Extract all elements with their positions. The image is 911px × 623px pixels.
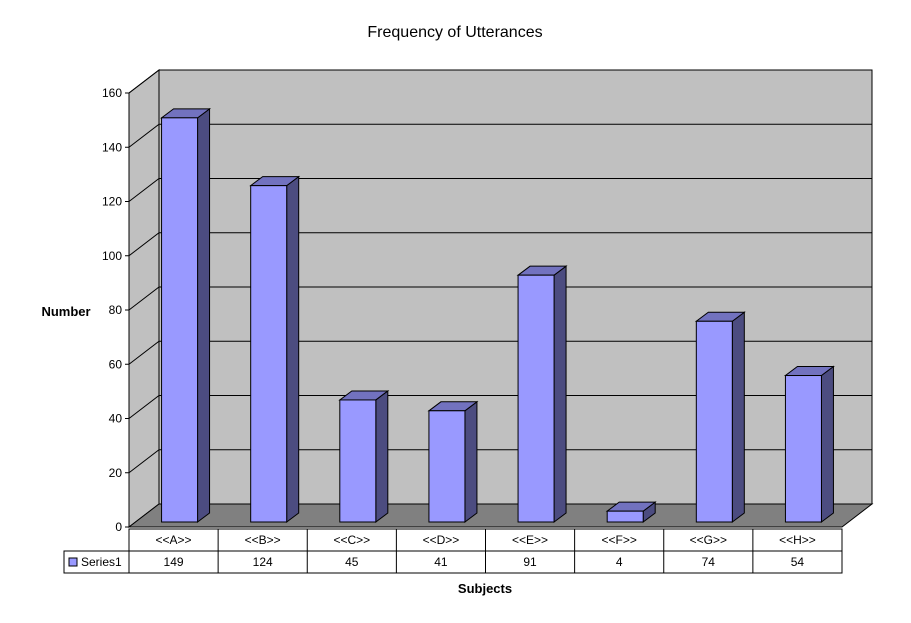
table-value: 4	[616, 555, 623, 569]
gridline	[128, 178, 872, 202]
bar-front	[517, 274, 555, 523]
y-tick-label: 40	[109, 412, 123, 426]
gridline	[128, 232, 872, 257]
y-tick-label: 120	[102, 195, 122, 209]
y-axis-label: Number	[41, 304, 90, 319]
bar-front	[784, 375, 822, 523]
gridline	[128, 449, 872, 474]
floor	[127, 503, 874, 528]
bar-front	[606, 510, 644, 523]
gridline	[128, 69, 872, 94]
y-tick-label: 0	[115, 520, 122, 534]
bar	[516, 265, 568, 523]
y-tick-label: 60	[109, 357, 123, 371]
bar	[249, 175, 301, 523]
table-category-label: <<F>>	[602, 533, 637, 547]
y-axis: 0 20 40 60 80 100 120 140 160	[102, 86, 130, 534]
table-value: 149	[164, 555, 184, 569]
table-category-label: <<G>>	[690, 533, 727, 547]
bar-front	[695, 320, 733, 523]
table-value: 54	[791, 555, 805, 569]
bar-side	[197, 107, 211, 523]
bar-side	[286, 175, 300, 523]
bar	[338, 389, 390, 523]
bar-side	[464, 400, 478, 523]
bar-front	[339, 399, 377, 523]
bar-front	[250, 185, 288, 523]
table-category-label: <<H>>	[779, 533, 816, 547]
plot-walls	[127, 68, 874, 529]
bar-side	[375, 389, 389, 523]
y-tick-label: 20	[109, 466, 123, 480]
table-category-label: <<E>>	[512, 533, 548, 547]
gridlines	[128, 69, 872, 474]
data-table: <<A>> 149 <<B>> 124 <<C>> 45 <<D>> 41 <<E>> 91 <<F…	[63, 528, 843, 574]
y-tick-label: 160	[102, 86, 122, 100]
table-value: 41	[434, 555, 448, 569]
legend-key	[68, 557, 78, 567]
bar	[160, 107, 212, 523]
bar	[605, 501, 657, 523]
gridline	[128, 340, 872, 365]
y-tick-label: 100	[102, 249, 122, 263]
chart-title: Frequency of Utterances	[367, 24, 542, 41]
table-value: 45	[345, 555, 359, 569]
table-category-label: <<A>>	[156, 533, 192, 547]
gridline	[128, 286, 872, 311]
table-value-row	[63, 550, 843, 574]
bar-side	[553, 265, 567, 523]
bar	[427, 400, 479, 523]
table-category-label: <<D>>	[423, 533, 460, 547]
gridline	[128, 123, 872, 148]
bar-front	[161, 117, 199, 523]
y-tick-label: 140	[102, 140, 122, 154]
x-axis-label: Subjects	[458, 581, 512, 596]
bar	[783, 365, 835, 523]
bar	[694, 311, 746, 523]
table-value: 74	[702, 555, 716, 569]
bar-front	[428, 410, 466, 523]
table-category-label: <<C>>	[333, 533, 370, 547]
legend-label: Series1	[81, 555, 122, 569]
bar-side	[820, 365, 834, 523]
gridline	[128, 395, 872, 419]
table-value: 124	[253, 555, 273, 569]
bars	[160, 107, 835, 523]
y-tick-label: 80	[109, 303, 123, 317]
table-category-label: <<B>>	[245, 533, 281, 547]
bar-side	[731, 311, 745, 523]
table-value: 91	[523, 555, 537, 569]
